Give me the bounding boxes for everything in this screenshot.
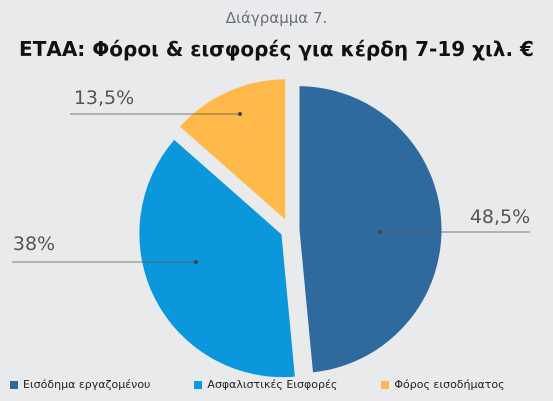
chart-title: ΕΤΑΑ: Φόροι & εισφορές για κέρδη 7-19 χι… — [19, 37, 534, 61]
data-label: 48,5% — [470, 206, 530, 228]
legend-label: Εισόδημα εργαζομένου — [23, 378, 151, 391]
legend-item: Ασφαλιστικές Εισφορές — [194, 378, 337, 391]
legend-item: Εισόδημα εργαζομένου — [10, 378, 150, 391]
legend-item: Φόρος εισοδήματος — [381, 378, 505, 391]
chart-subtitle: Διάγραμμα 7. — [225, 9, 328, 27]
data-label: 38% — [13, 233, 55, 255]
leader-dot — [378, 230, 382, 234]
legend: Εισόδημα εργαζομένου Ασφαλιστικές Εισφορ… — [10, 378, 550, 391]
legend-swatch — [194, 380, 203, 389]
legend-label: Ασφαλιστικές Εισφορές — [207, 378, 338, 391]
legend-label: Φόρος εισοδήματος — [394, 378, 505, 391]
pie-slice — [136, 135, 299, 381]
data-label: 13,5% — [74, 87, 134, 109]
pie-slice — [296, 83, 445, 376]
leader-dot — [238, 112, 242, 116]
legend-swatch — [10, 380, 18, 389]
leader-dot — [194, 260, 198, 264]
legend-swatch — [381, 380, 390, 389]
